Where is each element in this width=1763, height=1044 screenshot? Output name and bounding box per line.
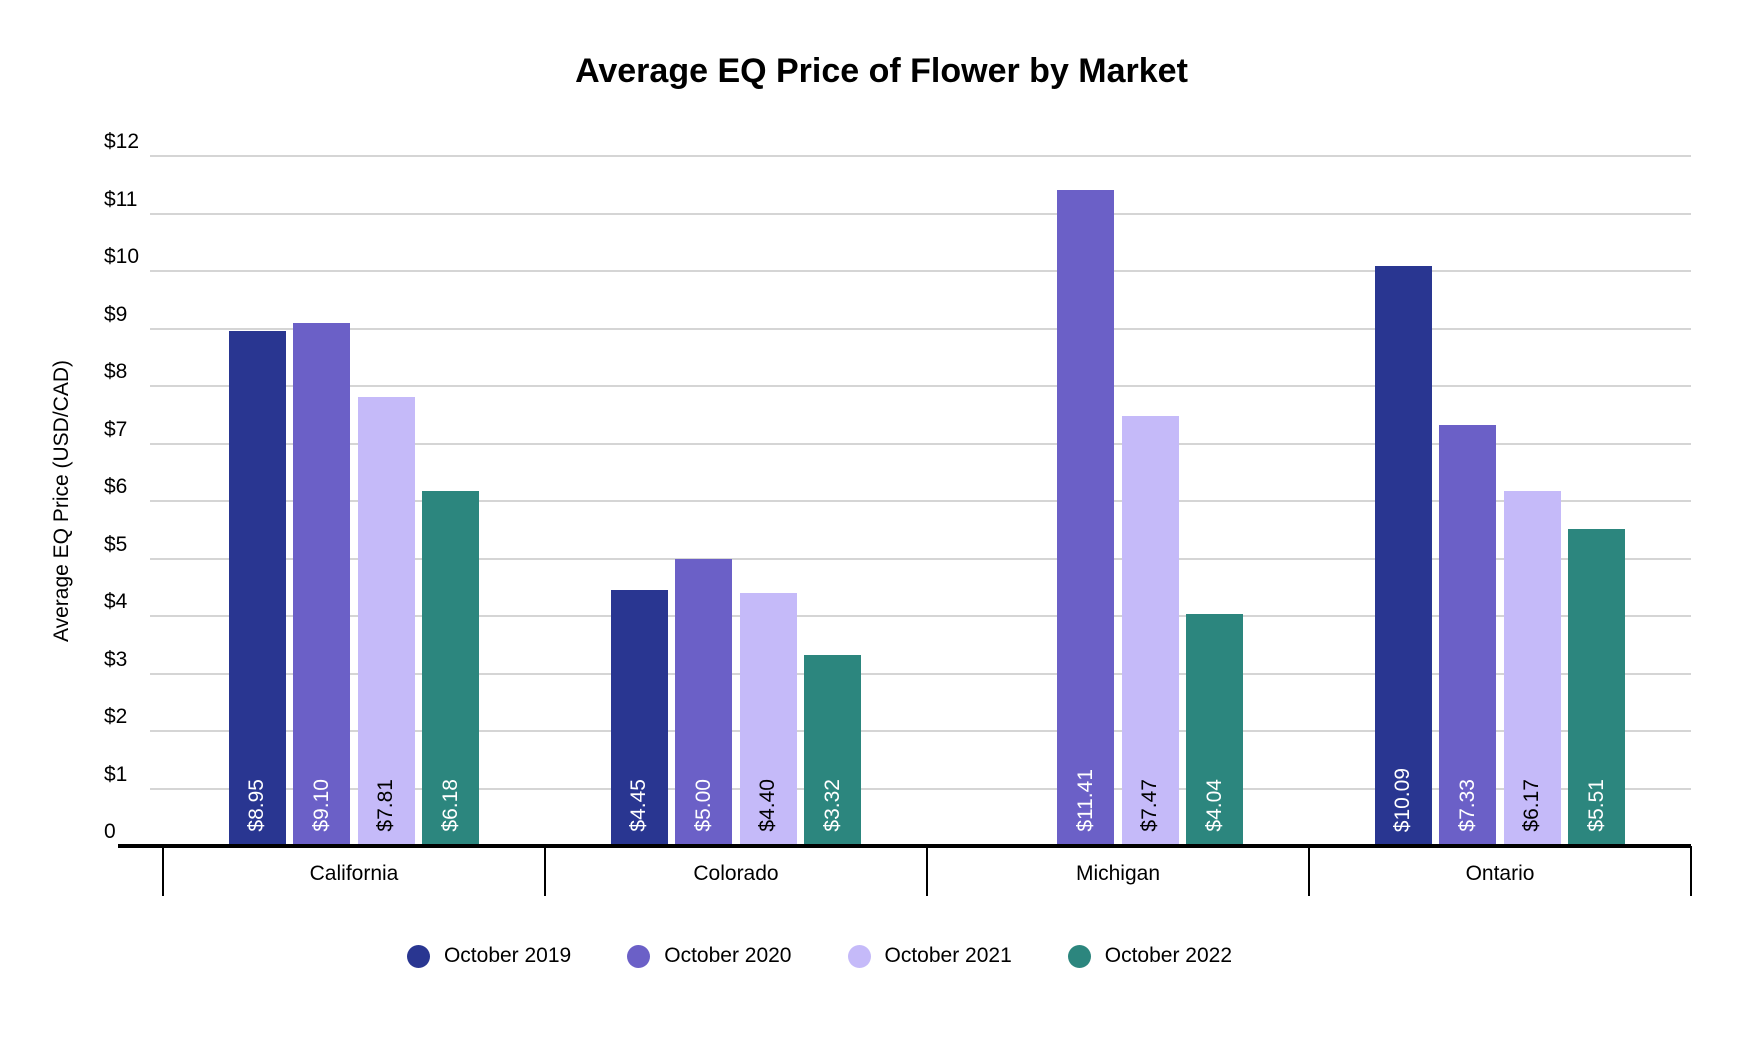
gridline bbox=[150, 385, 1691, 387]
bar-value-label: $6.18 bbox=[438, 779, 462, 832]
category-label-michigan: Michigan bbox=[1075, 862, 1161, 885]
bar-value-label: $8.95 bbox=[245, 779, 269, 832]
gridline bbox=[150, 155, 1691, 157]
legend: October 2019 October 2020 October 2021 Octo… bbox=[0, 944, 1701, 968]
gridline bbox=[150, 615, 1691, 617]
bar-michigan-october-2021[interactable]: $7.47 bbox=[1121, 416, 1179, 846]
category-label-ontario: Ontario bbox=[1465, 862, 1535, 885]
bar-value-label: $7.47 bbox=[1138, 779, 1162, 832]
y-tick-label: $5 bbox=[104, 532, 128, 556]
bar-value-label: $6.17 bbox=[1520, 779, 1544, 832]
gridline bbox=[150, 442, 1691, 445]
bar-california-october-2022[interactable]: $6.18 bbox=[422, 490, 480, 846]
category-divider bbox=[544, 846, 546, 896]
gridline bbox=[150, 672, 1691, 675]
bar-value-label: $11.41 bbox=[1073, 769, 1097, 832]
x-axis-line bbox=[118, 844, 1691, 848]
bar-ontario-october-2020[interactable]: $7.33 bbox=[1439, 424, 1497, 846]
legend-item-october-2022: October 2022 bbox=[1067, 944, 1233, 968]
bar-california-october-2020[interactable]: $9.10 bbox=[293, 322, 351, 846]
legend-label: October 2020 bbox=[664, 944, 792, 967]
bar-value-label: $4.45 bbox=[627, 779, 651, 832]
bar-value-label: $10.09 bbox=[1391, 767, 1415, 832]
chart-title: Average EQ Price of Flower by Market bbox=[575, 52, 1188, 90]
legend-item-october-2019: October 2019 bbox=[406, 944, 572, 968]
category-divider bbox=[162, 846, 164, 896]
y-tick-label: 0 bbox=[104, 820, 116, 843]
y-tick-label: $2 bbox=[104, 705, 128, 728]
y-tick-label: $7 bbox=[104, 417, 128, 441]
y-tick-label: $12 bbox=[104, 130, 140, 153]
legend-label: October 2022 bbox=[1104, 944, 1233, 967]
category-label-colorado: Colorado bbox=[693, 862, 779, 885]
bar-value-label: $7.33 bbox=[1455, 779, 1479, 832]
bar-california-october-2019[interactable]: $8.95 bbox=[228, 331, 286, 846]
gridline bbox=[150, 327, 1691, 330]
category-divider bbox=[1690, 846, 1692, 896]
y-tick-label: $11 bbox=[104, 187, 138, 211]
legend-label: October 2021 bbox=[884, 944, 1012, 967]
bar-california-october-2021[interactable]: $7.81 bbox=[357, 396, 415, 846]
gridline bbox=[150, 730, 1691, 732]
y-tick-label: $8 bbox=[104, 360, 128, 383]
bar-value-label: $4.04 bbox=[1202, 779, 1226, 832]
legend-label: October 2019 bbox=[443, 944, 572, 967]
gridline bbox=[150, 270, 1691, 272]
gridline bbox=[150, 500, 1691, 502]
category-label-california: California bbox=[309, 862, 399, 885]
legend-swatch-icon bbox=[627, 944, 651, 968]
y-tick-label: $6 bbox=[104, 475, 128, 498]
legend-item-october-2020: October 2020 bbox=[627, 944, 792, 968]
gridline bbox=[150, 787, 1691, 790]
bar-michigan-october-2022[interactable]: $4.04 bbox=[1186, 613, 1244, 846]
bar-value-label: $4.40 bbox=[756, 779, 780, 832]
y-tick-label: $3 bbox=[104, 647, 128, 671]
y-tick-label: $4 bbox=[104, 590, 128, 613]
bar-colorado-october-2021[interactable]: $4.40 bbox=[739, 593, 797, 846]
bar-colorado-october-2020[interactable]: $5.00 bbox=[675, 558, 733, 846]
bar-colorado-october-2019[interactable]: $4.45 bbox=[610, 590, 668, 846]
bar-value-label: $3.32 bbox=[820, 779, 844, 832]
legend-swatch-icon bbox=[406, 944, 430, 968]
bar-ontario-october-2021[interactable]: $6.17 bbox=[1503, 491, 1561, 846]
y-tick-label: $1 bbox=[104, 762, 128, 786]
bar-michigan-october-2020[interactable]: $11.41 bbox=[1057, 189, 1115, 846]
bar-colorado-october-2022[interactable]: $3.32 bbox=[804, 655, 862, 846]
category-divider bbox=[1308, 846, 1310, 896]
bar-value-label: $9.10 bbox=[309, 779, 333, 832]
gridline bbox=[150, 557, 1691, 560]
bar-ontario-october-2019[interactable]: $10.09 bbox=[1374, 265, 1432, 846]
y-tick-label: $10 bbox=[104, 245, 140, 268]
legend-item-october-2021: October 2021 bbox=[847, 944, 1012, 968]
bar-ontario-october-2022[interactable]: $5.51 bbox=[1568, 529, 1626, 846]
legend-swatch-icon bbox=[1067, 944, 1091, 968]
bar-value-label: $5.51 bbox=[1584, 779, 1608, 832]
y-tick-label: $9 bbox=[104, 302, 128, 326]
bar-value-label: $5.00 bbox=[691, 779, 715, 832]
category-divider bbox=[926, 846, 928, 896]
bar-value-label: $7.81 bbox=[374, 779, 398, 832]
legend-swatch-icon bbox=[847, 944, 871, 968]
gridline bbox=[150, 212, 1691, 215]
